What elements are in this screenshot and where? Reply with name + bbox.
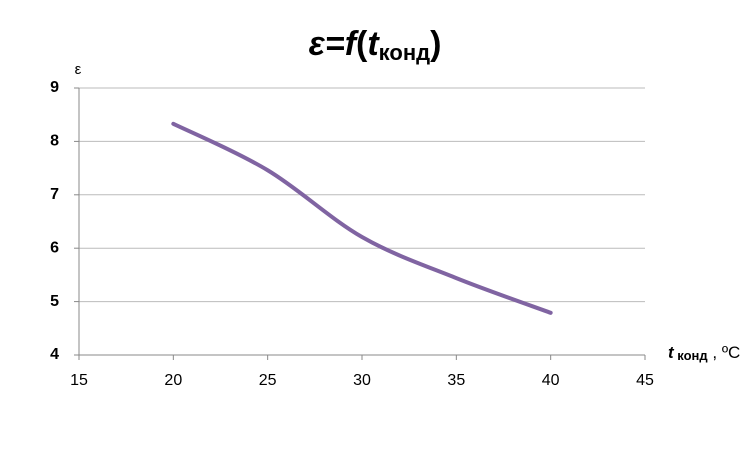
title-subscript: конд bbox=[379, 40, 430, 65]
x-tick-label: 15 bbox=[70, 372, 88, 389]
x-tick-label: 35 bbox=[447, 372, 465, 389]
y-tick-label: 8 bbox=[50, 133, 59, 150]
y-tick-label: 6 bbox=[50, 239, 59, 256]
title-part: ) bbox=[430, 25, 441, 63]
y-tick-label: 4 bbox=[50, 346, 59, 363]
x-tick-label: 40 bbox=[542, 372, 560, 389]
title-part: ( bbox=[356, 25, 368, 63]
y-tick-label: 7 bbox=[50, 186, 59, 203]
x-label-part: , ºC bbox=[708, 343, 741, 362]
x-tick-label: 30 bbox=[353, 372, 371, 389]
x-axis-label: t конд , ºC bbox=[668, 343, 740, 363]
title-part: ε= bbox=[309, 25, 345, 63]
x-label-part: конд bbox=[674, 348, 709, 363]
y-tick-label: 5 bbox=[50, 293, 59, 310]
y-axis-label: ε bbox=[75, 61, 82, 78]
title-part: f bbox=[345, 25, 360, 63]
title-part: t bbox=[367, 25, 380, 63]
y-tick-label: 9 bbox=[50, 79, 59, 96]
x-label-part: t bbox=[668, 343, 675, 362]
chart-title: ε=f(tконд) bbox=[309, 25, 442, 65]
x-tick-label: 20 bbox=[164, 372, 182, 389]
line-series bbox=[171, 121, 553, 315]
x-tick-label: 45 bbox=[636, 372, 654, 389]
x-tick-label: 25 bbox=[259, 372, 277, 389]
